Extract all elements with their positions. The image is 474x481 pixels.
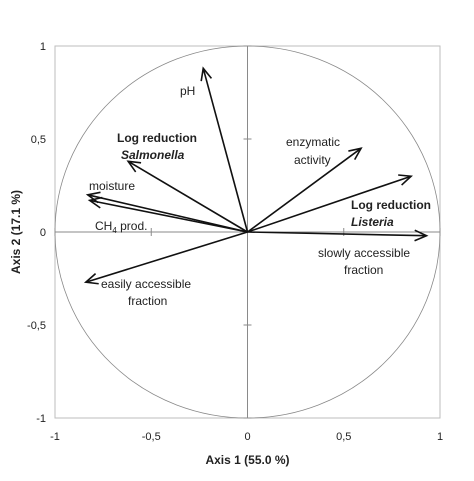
label-ch4-base: CH (95, 219, 112, 233)
label-enzymatic-line2: activity (294, 153, 331, 167)
label-slowly-line1: slowly accessible (318, 246, 410, 260)
y-tick-marks (243, 45, 252, 419)
x-axis-title: Axis 1 (55.0 %) (205, 453, 289, 467)
label-listeria-line2: Listeria (351, 215, 394, 229)
label-easily-line2: fraction (128, 294, 167, 308)
y-tick-labels: -1 -0,5 0 0,5 1 (27, 41, 46, 425)
y-tick-label: 1 (40, 41, 46, 53)
x-tick-label: 0,5 (336, 431, 351, 443)
arrowhead-salmonella (126, 160, 142, 173)
vector-ch4 (89, 199, 248, 233)
label-slowly-line2: fraction (344, 263, 383, 277)
y-tick-label: -0,5 (27, 320, 46, 332)
x-tick-label: -1 (50, 431, 60, 443)
label-enzymatic-line1: enzymatic (286, 135, 340, 149)
label-ch4-prod: CH4 prod. (95, 219, 147, 235)
arrowhead-listeria (398, 174, 413, 186)
vector-listeria (247, 175, 412, 233)
vector-enzymatic (247, 147, 362, 233)
label-ch4-suffix: prod. (117, 219, 148, 233)
label-salmonella-line1: Log reduction (117, 131, 197, 145)
arrowhead-ch4 (87, 196, 103, 209)
vector-labels: pH Log reduction Salmonella moisture CH4… (89, 84, 431, 308)
y-axis-title: Axis 2 (17.1 %) (9, 190, 23, 274)
label-moisture: moisture (89, 179, 135, 193)
label-listeria-line1: Log reduction (351, 198, 431, 212)
vector-slowly (247, 231, 427, 237)
x-tick-label: 0 (244, 431, 250, 443)
arrowhead-easily (83, 273, 99, 285)
label-easily-line1: easily accessible (101, 277, 191, 291)
x-tick-label: -0,5 (142, 431, 161, 443)
loading-vectors (83, 66, 429, 285)
y-tick-label: -1 (36, 413, 46, 425)
y-tick-label: 0 (40, 227, 46, 239)
vector-salmonella (127, 160, 248, 233)
x-tick-label: 1 (437, 431, 443, 443)
x-tick-marks (54, 228, 441, 236)
arrowhead-enzymatic (348, 147, 363, 161)
arrowhead-ph (200, 66, 213, 82)
vector-moisture (87, 194, 248, 233)
vector-easily (85, 231, 248, 283)
label-salmonella-line2: Salmonella (121, 148, 185, 162)
x-tick-labels: -1 -0,5 0 0,5 1 (50, 431, 443, 443)
vector-ph (202, 68, 249, 233)
label-ch4-subscript: 4 (112, 226, 117, 235)
label-ph: pH (180, 84, 195, 98)
y-tick-label: 0,5 (31, 134, 46, 146)
arrowhead-slowly (414, 229, 429, 242)
